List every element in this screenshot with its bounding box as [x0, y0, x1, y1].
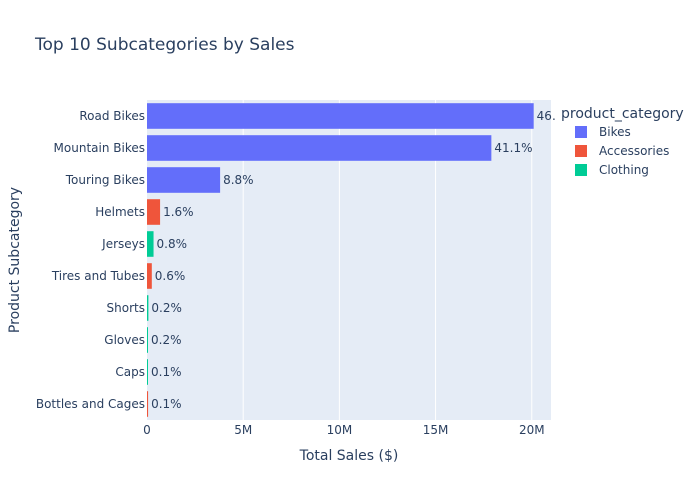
- y-tick-label: Road Bikes: [79, 109, 145, 123]
- bar-data-label: 0.2%: [151, 301, 182, 315]
- x-tick-label: 15M: [423, 423, 449, 437]
- x-tick-label: 10M: [327, 423, 353, 437]
- bar-data-label: 0.2%: [151, 333, 182, 347]
- x-tick-labels: 0 5M 10M 15M 20M: [143, 423, 544, 437]
- y-tick-label: Bottles and Cages: [36, 397, 145, 411]
- x-axis-title: Total Sales ($): [299, 448, 399, 464]
- bars: [147, 103, 534, 417]
- y-tick-label: Helmets: [95, 205, 145, 219]
- legend-title: product_category: [561, 106, 684, 122]
- bar-data-label: 41.1%: [494, 141, 532, 155]
- bar-data-label: 0.8%: [157, 237, 188, 251]
- bar-data-label: 46.: [537, 109, 556, 123]
- legend-swatch: [575, 164, 587, 176]
- bar: [147, 231, 154, 257]
- legend-item-label: Bikes: [599, 125, 631, 139]
- bar-labels: 46. 41.1% 8.8% 1.6% 0.8% 0.6% 0.2% 0.2% 0.1% 0.1%: [151, 109, 556, 411]
- y-tick-label: Gloves: [104, 333, 145, 347]
- bar: [147, 295, 149, 321]
- y-tick-label: Caps: [115, 365, 145, 379]
- y-tick-label: Touring Bikes: [65, 173, 145, 187]
- bar-data-label: 8.8%: [223, 173, 254, 187]
- x-tick-label: 0: [143, 423, 151, 437]
- bar: [147, 391, 149, 417]
- bar: [147, 167, 221, 193]
- bar: [147, 103, 534, 129]
- legend-swatch: [575, 126, 587, 138]
- legend: product_category Bikes Accessories Clothin…: [561, 106, 684, 177]
- bar: [147, 327, 148, 353]
- bar-data-label: 0.1%: [151, 397, 182, 411]
- bar: [147, 135, 492, 161]
- y-tick-labels: Road Bikes Mountain Bikes Touring Bikes Hel…: [36, 109, 145, 411]
- bar-data-label: 0.6%: [155, 269, 186, 283]
- y-axis-title: Product Subcategory: [7, 187, 23, 333]
- y-tick-label: Jerseys: [101, 237, 145, 251]
- legend-item-label: Accessories: [599, 144, 669, 158]
- bar: [147, 359, 148, 385]
- legend-swatch: [575, 145, 587, 157]
- y-tick-label: Tires and Tubes: [51, 269, 145, 283]
- bar-data-label: 0.1%: [151, 365, 182, 379]
- bar: [147, 199, 161, 225]
- legend-item-label: Clothing: [599, 163, 649, 177]
- y-tick-label: Shorts: [107, 301, 145, 315]
- x-tick-label: 5M: [234, 423, 252, 437]
- bar-data-label: 1.6%: [163, 205, 194, 219]
- bar: [147, 263, 152, 289]
- x-tick-label: 20M: [519, 423, 545, 437]
- chart-title: Top 10 Subcategories by Sales: [34, 35, 295, 55]
- y-tick-label: Mountain Bikes: [54, 141, 145, 155]
